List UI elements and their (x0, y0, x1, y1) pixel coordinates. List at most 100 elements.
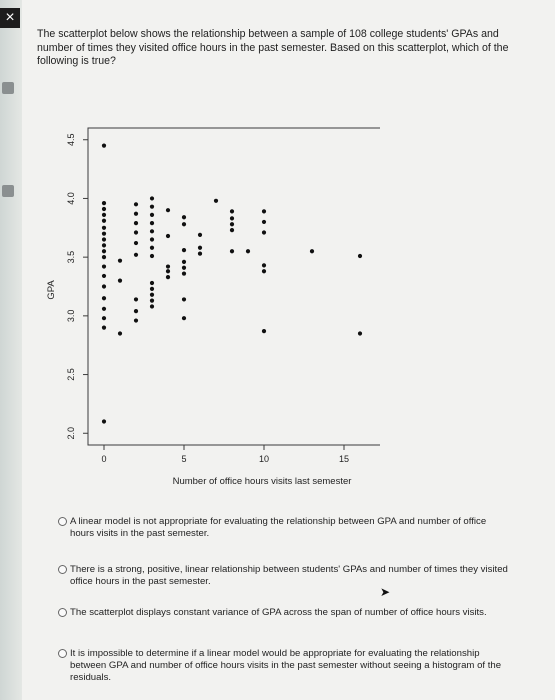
answer-choice-4[interactable]: It is impossible to determine if a linea… (58, 648, 508, 684)
scatter-point (149, 304, 155, 309)
scatter-point (133, 221, 139, 226)
answer-choice-1[interactable]: A linear model is not appropriate for ev… (58, 516, 508, 540)
scatter-point (133, 297, 139, 302)
data-points (101, 143, 363, 424)
scatter-point (101, 306, 107, 311)
scatter-point (117, 331, 123, 336)
scatter-point (101, 419, 107, 424)
scatter-point (101, 296, 107, 301)
scatter-point (101, 325, 107, 330)
scatter-point (197, 251, 203, 256)
y-tick-label: 2.0 (66, 427, 76, 440)
scatter-point (149, 292, 155, 297)
scatter-point (101, 237, 107, 242)
scatter-point (133, 211, 139, 216)
y-tick-label: 4.0 (66, 192, 76, 205)
scatter-point (101, 206, 107, 212)
y-axis-label: GPA (46, 280, 57, 300)
radio-button[interactable] (58, 608, 67, 617)
scatter-point (149, 245, 155, 250)
scatter-point (133, 252, 139, 257)
scatter-point (197, 245, 203, 250)
scatter-point (229, 209, 235, 214)
scatter-point (149, 221, 155, 226)
scatter-point (149, 212, 155, 217)
scatter-point (181, 265, 187, 270)
scatter-point (261, 263, 267, 268)
close-icon[interactable]: × (0, 8, 20, 28)
scatter-point (133, 230, 139, 235)
scatter-point (149, 237, 155, 242)
radio-button[interactable] (58, 649, 67, 658)
mouse-pointer-icon: ➤ (380, 585, 391, 599)
scatter-point (245, 249, 251, 254)
scatter-point (133, 309, 139, 314)
scatter-point (101, 225, 107, 230)
y-tick-label: 3.5 (66, 251, 76, 264)
scatter-point (133, 318, 139, 323)
scatter-point (101, 273, 107, 279)
scatter-point (229, 249, 235, 254)
scatter-point (165, 264, 171, 269)
scatter-point (261, 269, 267, 274)
scatter-point (181, 316, 187, 321)
scatter-point (133, 202, 139, 207)
scatter-point (101, 243, 107, 248)
scatter-point (261, 209, 267, 214)
scatterplot: 051015202.02.53.03.54.04.5 Number of off… (46, 127, 380, 487)
x-tick-label: 10 (259, 454, 269, 464)
answer-choice-text: A linear model is not appropriate for ev… (70, 516, 487, 539)
scatter-point (101, 255, 107, 260)
plot-frame (87, 127, 380, 446)
scatter-point (101, 264, 107, 269)
scatter-point (181, 259, 187, 264)
scatter-point (149, 280, 155, 286)
radio-button[interactable] (58, 565, 67, 574)
scatter-point (133, 240, 139, 246)
scatter-point (149, 204, 155, 209)
scatter-point (101, 316, 107, 321)
scatter-point (165, 208, 171, 213)
answer-choice-text: The scatterplot displays constant varian… (70, 607, 487, 618)
x-tick-label: 15 (339, 454, 349, 464)
x-tick-label: 0 (101, 454, 106, 464)
y-tick-label: 4.5 (66, 133, 76, 146)
radio-button[interactable] (58, 517, 67, 526)
answer-choice-text: It is impossible to determine if a linea… (70, 648, 502, 683)
scatter-point (181, 248, 187, 253)
scatter-point (357, 331, 363, 336)
scatter-point (149, 286, 155, 291)
scatter-point (261, 230, 267, 235)
answer-choice-3[interactable]: The scatterplot displays constant varian… (58, 607, 508, 619)
scatter-point (101, 218, 107, 223)
scatter-point (181, 297, 187, 302)
scatter-point (149, 229, 155, 234)
scatter-point (165, 275, 171, 280)
scatter-point (213, 198, 219, 203)
scatter-point (229, 222, 235, 227)
scatter-point (357, 253, 363, 259)
scatter-point (261, 329, 267, 334)
scatter-point (101, 284, 107, 289)
question-text: The scatterplot below shows the relation… (37, 28, 509, 67)
side-tool-icon[interactable] (2, 82, 14, 94)
scatter-point (149, 253, 155, 259)
scatter-point (165, 233, 171, 239)
scatter-point (117, 258, 123, 263)
scatter-point (149, 196, 155, 201)
scatter-point (181, 271, 187, 276)
scatter-point (101, 231, 107, 236)
scatter-point (101, 249, 107, 254)
scatter-point (149, 298, 155, 303)
scatter-point (181, 222, 187, 227)
side-tool-icon[interactable] (2, 185, 14, 197)
x-axis-label: Number of office hours visits last semes… (173, 476, 352, 487)
scatter-point (261, 219, 267, 225)
x-tick-label: 5 (181, 454, 186, 464)
y-tick-label: 3.0 (66, 310, 76, 323)
answer-choice-2[interactable]: There is a strong, positive, linear rela… (58, 564, 508, 588)
side-panel-strip (0, 0, 22, 700)
scatter-point (309, 249, 315, 254)
scatter-point (181, 215, 187, 220)
scatter-point (165, 269, 171, 274)
